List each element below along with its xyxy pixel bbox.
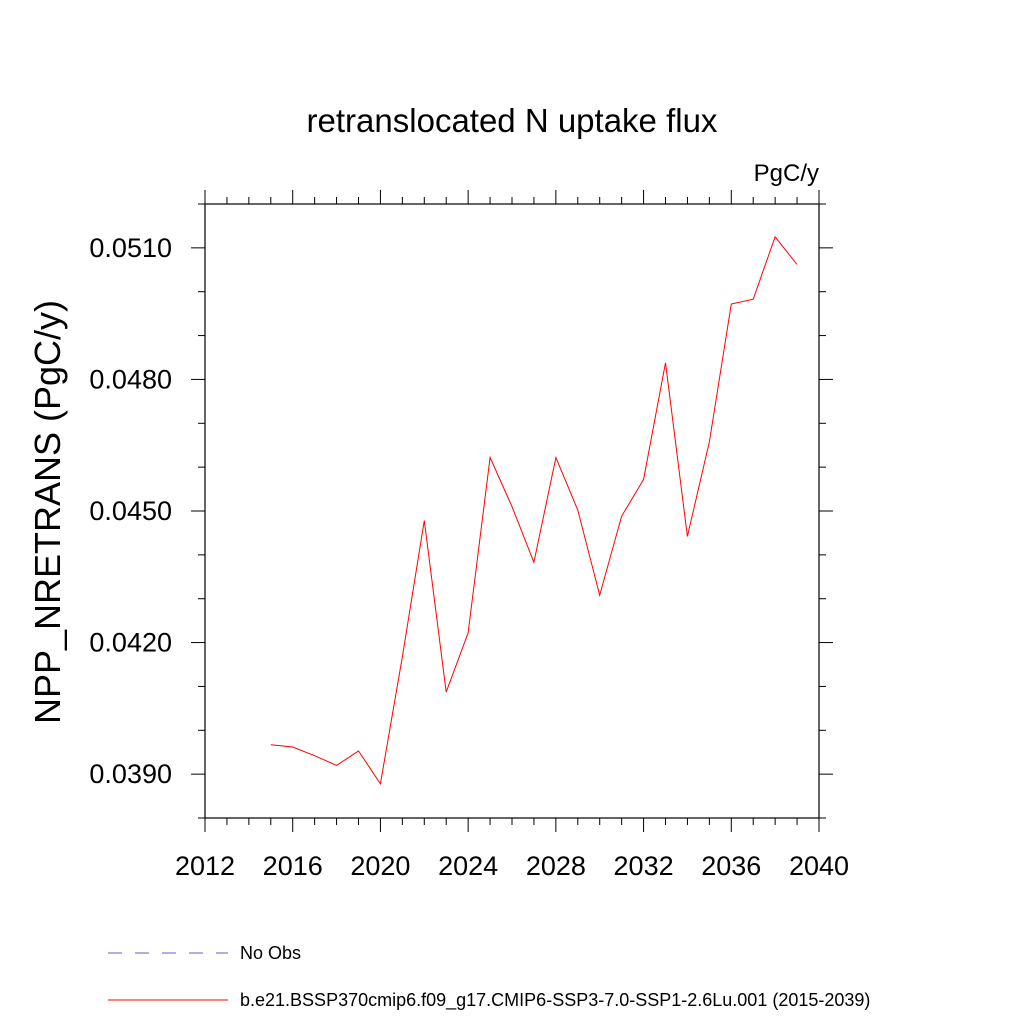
x-tick-label: 2020 <box>350 851 410 881</box>
x-tick-label: 2028 <box>526 851 586 881</box>
plot-frame <box>204 203 820 819</box>
y-tick-label: 0.0510 <box>89 233 172 263</box>
x-tick-label: 2012 <box>175 851 235 881</box>
legend: No Obs b.e21.BSSP370cmip6.f09_g17.CMIP6-… <box>108 943 870 1011</box>
x-tick-label: 2016 <box>263 851 323 881</box>
y-axis-label: NPP_NRETRANS (PgC/y) <box>27 300 68 724</box>
units-label: PgC/y <box>754 160 819 187</box>
tick-labels: 2012 2016 2020 2024 2028 2032 2036 2040 0.0390 0.… <box>89 233 849 881</box>
chart-title: retranslocated N uptake flux <box>307 102 718 139</box>
y-tick-label: 0.0390 <box>89 759 172 789</box>
x-tick-label: 2036 <box>701 851 761 881</box>
y-tick-label: 0.0450 <box>89 496 172 526</box>
x-tick-label: 2024 <box>438 851 498 881</box>
x-tick-label: 2040 <box>789 851 849 881</box>
legend-label-model-run: b.e21.BSSP370cmip6.f09_g17.CMIP6-SSP3-7.… <box>240 990 870 1011</box>
legend-label-no-obs: No Obs <box>240 943 301 963</box>
x-tick-label: 2032 <box>614 851 674 881</box>
series-lines <box>270 235 798 786</box>
y-tick-label: 0.0420 <box>89 628 172 658</box>
y-tick-label: 0.0480 <box>89 364 172 394</box>
series-line <box>270 235 798 786</box>
axis-ticks <box>191 190 833 832</box>
